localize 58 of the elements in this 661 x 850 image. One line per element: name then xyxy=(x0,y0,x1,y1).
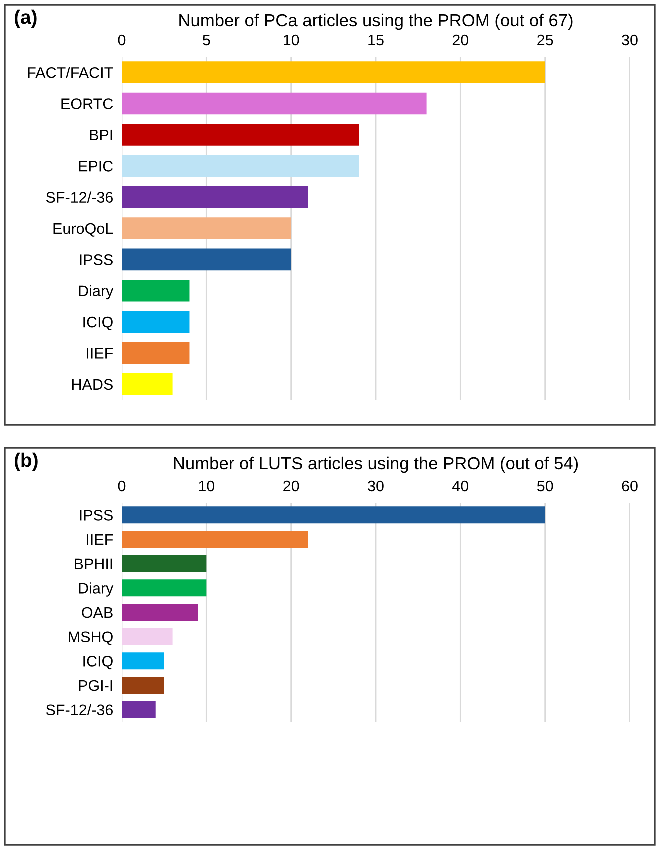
y-tick-label: MSHQ xyxy=(69,632,113,646)
y-tick-label: BPI xyxy=(90,130,112,140)
x-tick-label: 25 xyxy=(538,34,554,46)
bar xyxy=(122,248,292,271)
bar xyxy=(122,580,207,597)
y-tick-label: Diary xyxy=(79,582,114,597)
x-tick-label: 50 xyxy=(537,480,554,492)
bar xyxy=(122,506,546,524)
y-tick-label: SF-12/-36 xyxy=(46,704,113,716)
bar xyxy=(122,280,190,302)
y-tick-label: IIEF xyxy=(87,348,114,359)
chart-title: Number of LUTS articles using the PROM (out of 54) xyxy=(174,456,578,474)
x-tick-label: 20 xyxy=(452,34,469,46)
x-tick-label: 5 xyxy=(203,34,210,46)
x-tick-label: 0 xyxy=(118,480,126,492)
bar xyxy=(122,676,164,694)
bar xyxy=(122,604,198,622)
x-tick-label: 10 xyxy=(284,34,300,46)
x-tick-label: 30 xyxy=(368,480,384,492)
y-tick-label: EuroQoL xyxy=(54,223,114,237)
y-tick-label: Diary xyxy=(79,285,114,300)
y-tick-label: EPIC xyxy=(79,161,114,172)
bar xyxy=(122,92,427,115)
bar xyxy=(122,62,546,84)
bar xyxy=(122,124,360,146)
x-tick-label: 20 xyxy=(284,480,300,492)
y-tick-label: FACT/FACIT xyxy=(28,67,114,78)
bar xyxy=(122,155,360,178)
text: (a) xyxy=(14,10,37,28)
y-tick-label: ICIQ xyxy=(84,316,113,330)
bar xyxy=(122,218,292,240)
y-tick-label: OAB xyxy=(82,607,113,618)
bar xyxy=(122,628,173,646)
x-tick-label: 40 xyxy=(452,480,469,492)
chart-title: Number of PCa articles using the PROM (out of 67) xyxy=(180,14,573,30)
bar xyxy=(122,555,207,572)
y-tick-label: IPSS xyxy=(80,510,113,521)
y-tick-label: SF-12/-36 xyxy=(46,192,113,204)
y-tick-label: IPSS xyxy=(80,254,113,266)
bar xyxy=(122,186,308,208)
x-tick-label: 0 xyxy=(118,34,126,46)
bar xyxy=(122,373,173,396)
y-tick-label: ICIQ xyxy=(84,656,113,670)
y-tick-label: PGI-I xyxy=(79,680,112,692)
bar xyxy=(122,342,190,364)
x-tick-label: 30 xyxy=(622,34,638,46)
text: (b) xyxy=(14,452,38,472)
bar xyxy=(122,652,164,670)
x-tick-label: 60 xyxy=(622,480,638,492)
y-tick-label: BPHII xyxy=(75,558,112,570)
y-tick-label: HADS xyxy=(72,379,113,390)
x-tick-label: 10 xyxy=(199,480,215,492)
bar xyxy=(122,701,156,718)
x-tick-label: 15 xyxy=(368,34,384,46)
y-tick-label: IIEF xyxy=(87,534,114,546)
y-tick-label: EORTC xyxy=(62,98,114,110)
bar xyxy=(122,530,308,548)
bar xyxy=(122,311,190,333)
